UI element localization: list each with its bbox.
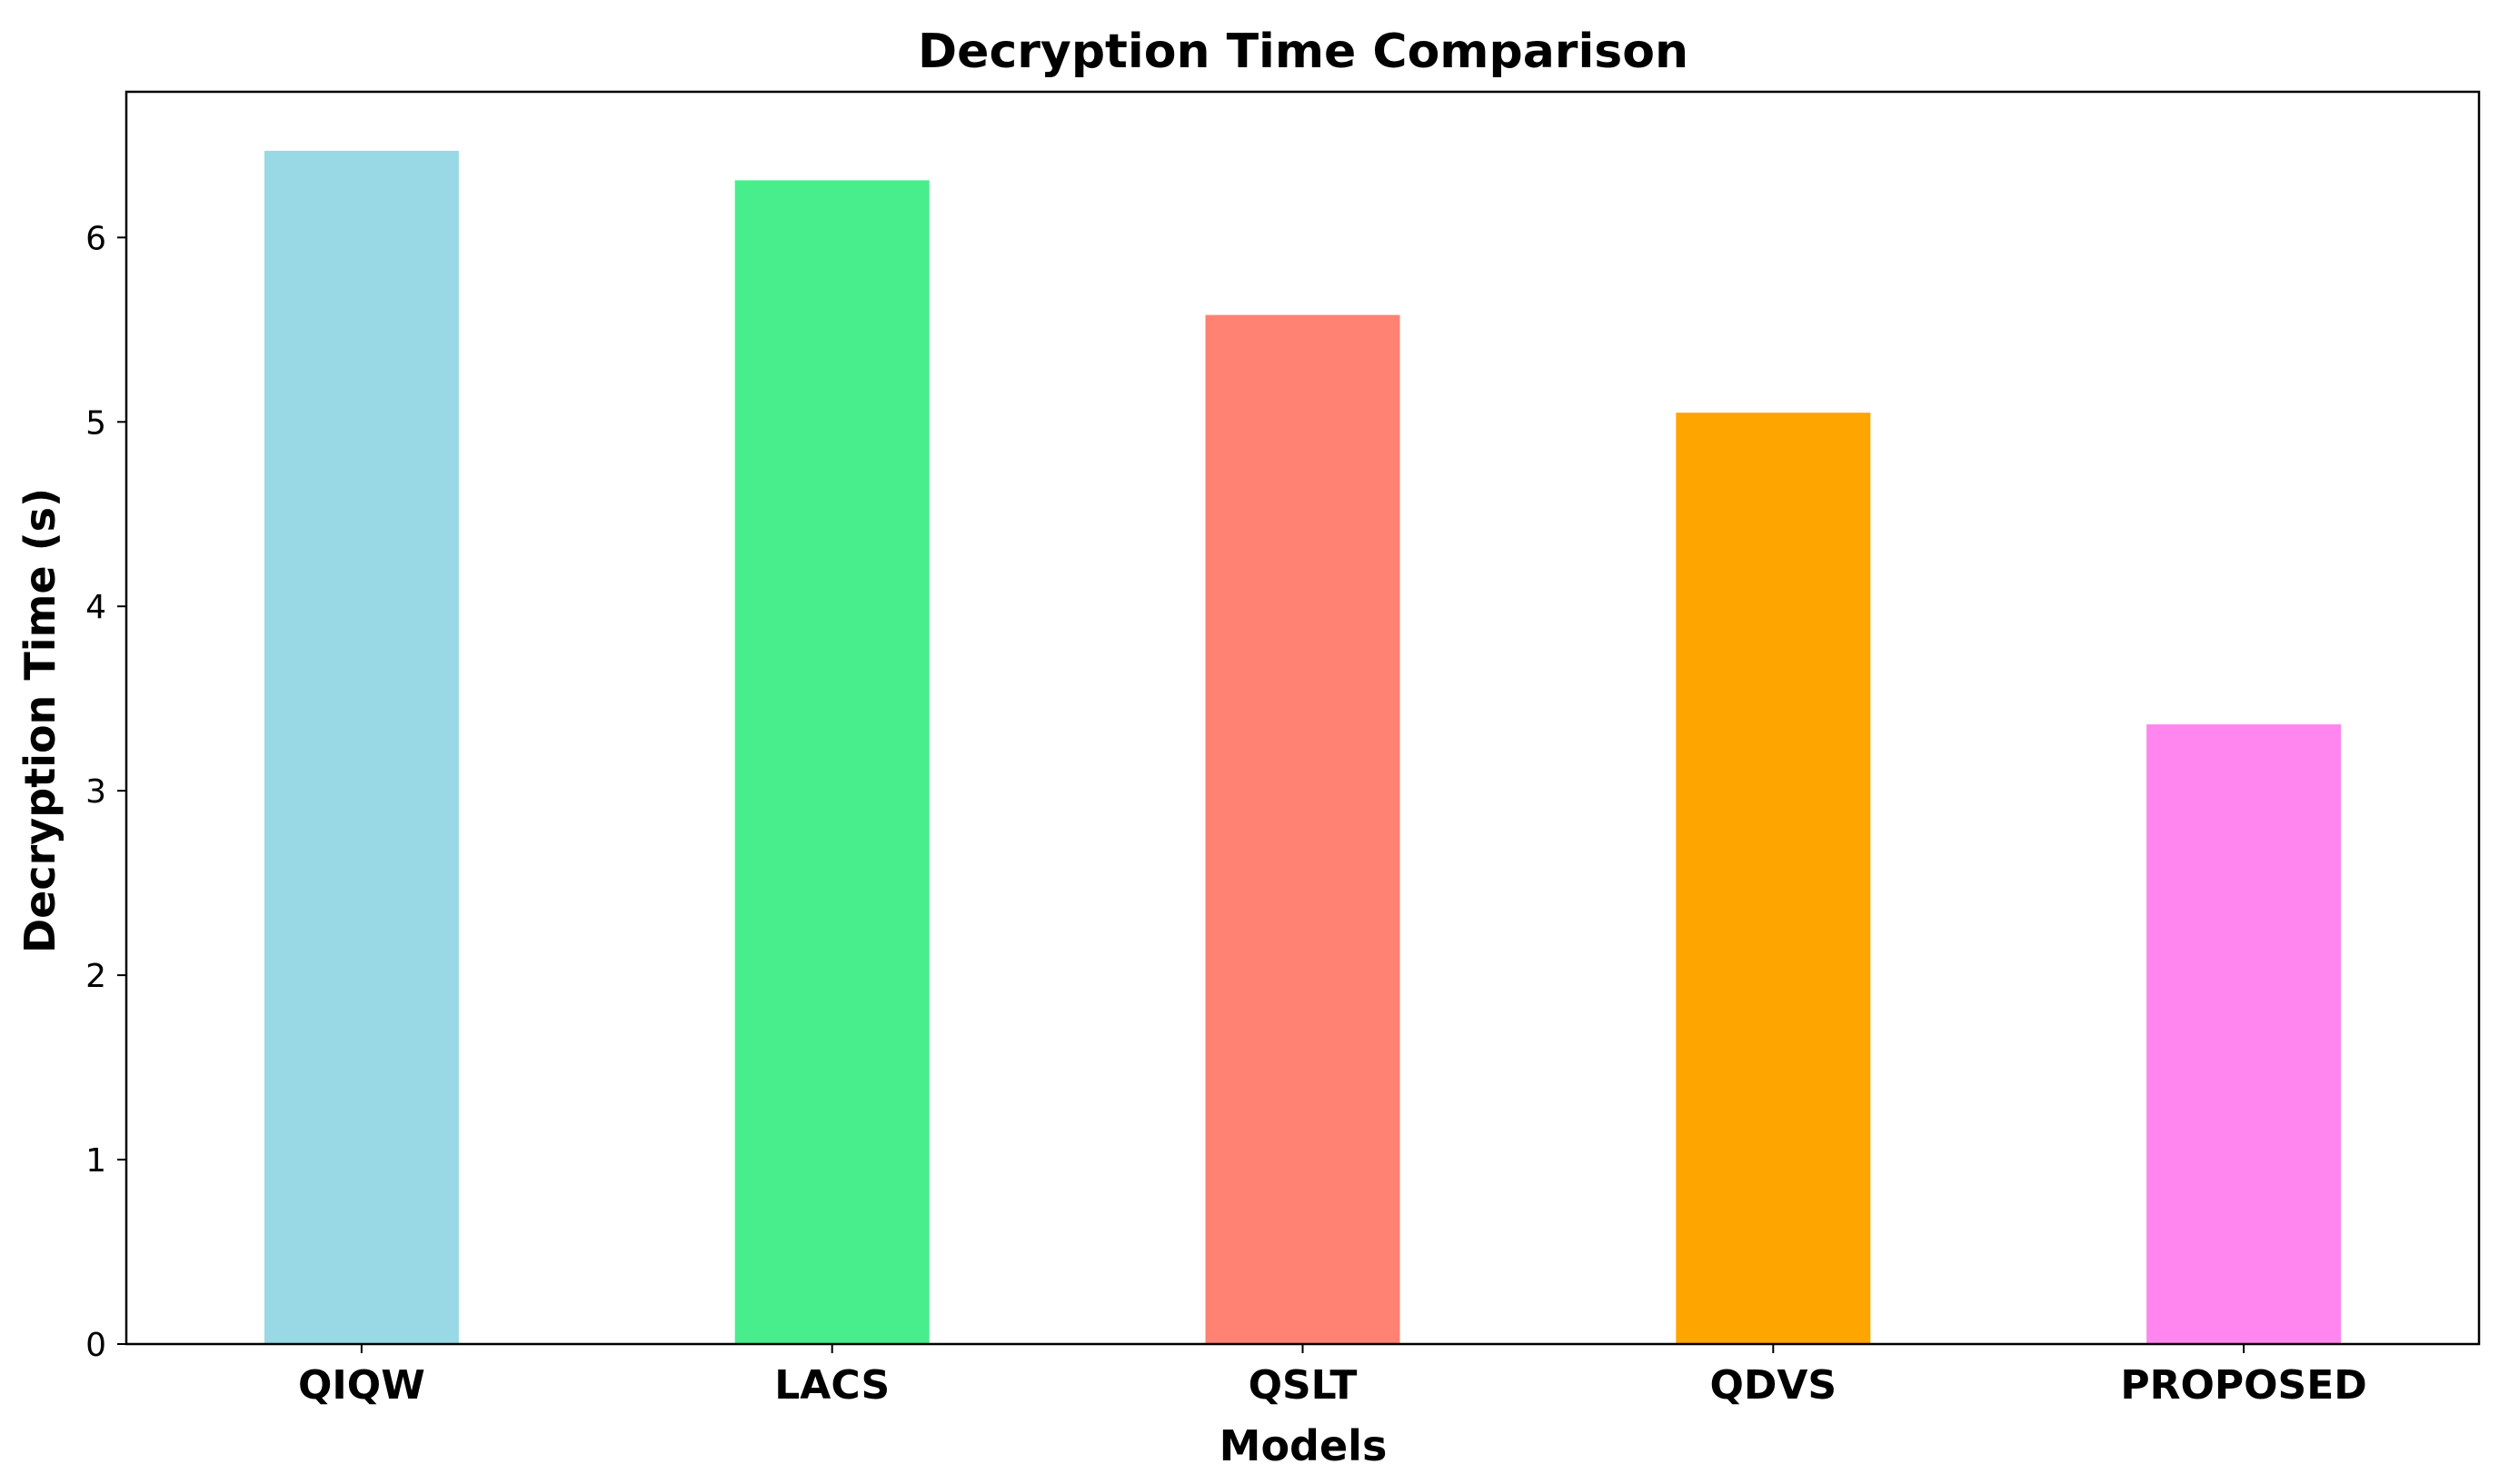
x-axis-label: Models: [1220, 1421, 1388, 1470]
x-tick-label-lacs: LACS: [774, 1362, 890, 1409]
y-tick-label-4: 4: [85, 589, 106, 626]
bar-proposed: [2146, 724, 2342, 1344]
x-tick-label-proposed: PROPOSED: [2120, 1362, 2366, 1409]
y-tick-label-1: 1: [85, 1142, 106, 1180]
bar-qiqw: [264, 150, 459, 1344]
x-tick-label-qslt: QSLT: [1249, 1362, 1358, 1409]
bar-qdvs: [1676, 413, 1871, 1345]
chart-title: Decryption Time Comparison: [918, 25, 1688, 79]
y-tick-label-2: 2: [85, 958, 106, 995]
x-axis-ticks: QIQW LACS QSLT QDVS PROPOSED: [298, 1344, 2367, 1409]
x-tick-label-qdvs: QDVS: [1709, 1362, 1837, 1409]
y-tick-label-5: 5: [85, 404, 106, 442]
x-tick-label-qiqw: QIQW: [298, 1362, 425, 1409]
bars-layer: [264, 150, 2342, 1345]
bar-lacs: [734, 180, 930, 1344]
y-axis-ticks: 0 1 2 3 4 5 6: [85, 220, 126, 1364]
y-tick-label-6: 6: [85, 220, 106, 257]
bar-qslt: [1205, 314, 1400, 1345]
y-axis-label: Decryption Time (s): [15, 488, 65, 953]
y-tick-label-3: 3: [85, 773, 106, 811]
y-tick-label-0: 0: [85, 1327, 106, 1364]
